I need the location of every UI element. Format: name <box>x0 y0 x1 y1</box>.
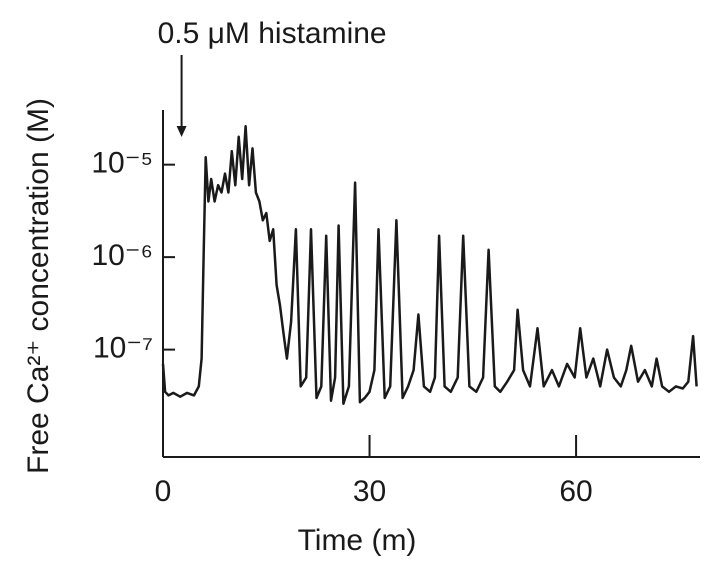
x-tick-label: 60 <box>559 475 592 508</box>
x-tick-label: 30 <box>353 475 386 508</box>
y-tick-label: 10⁻⁶ <box>91 239 153 272</box>
y-tick-label: 10⁻⁷ <box>93 332 153 365</box>
annotation: 0.5 μM histamine <box>158 17 387 50</box>
x-axis-label: Time (m) <box>298 524 417 557</box>
x-tick-label: 0 <box>155 475 172 508</box>
y-tick-label: 10⁻⁵ <box>91 147 153 180</box>
y-axis-label: Free Ca²⁺ concentration (M) <box>22 98 55 474</box>
data-line <box>161 125 698 405</box>
annotation-arrowhead <box>176 126 187 137</box>
